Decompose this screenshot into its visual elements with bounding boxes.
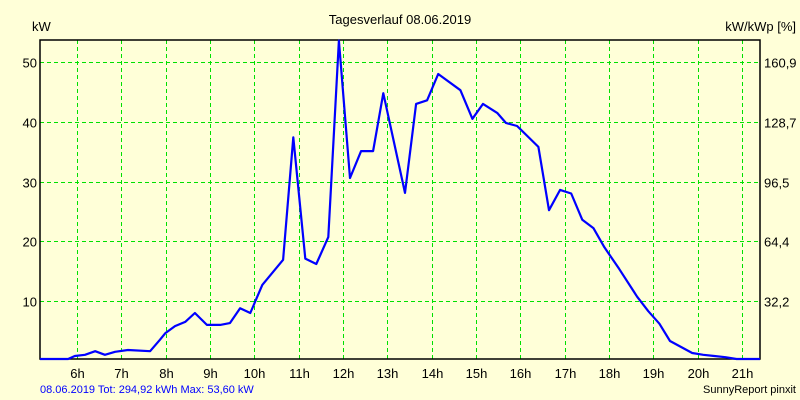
y-right-tick-label: 32,2 [764, 295, 789, 310]
y-right-tick-label: 160,9 [764, 56, 797, 71]
x-tick-label: 13h [377, 366, 399, 381]
x-tick-label: 15h [466, 366, 488, 381]
credit-text: SunnyReport pinxit [703, 384, 796, 396]
plot-frame [39, 39, 761, 360]
x-tick-label: 21h [732, 366, 754, 381]
x-tick-label: 9h [203, 366, 217, 381]
y-tick-label: 50 [23, 56, 37, 71]
x-tick-label: 8h [159, 366, 173, 381]
x-tick-label: 7h [114, 366, 128, 381]
x-tick-label: 16h [510, 366, 532, 381]
y-tick-label: 10 [23, 295, 37, 310]
summary-text: 08.06.2019 Tot: 294,92 kWh Max: 53,60 kW [40, 384, 254, 396]
y-right-tick-label: 128,7 [764, 116, 797, 131]
series-layer [39, 39, 761, 361]
y-tick-label: 30 [23, 176, 37, 191]
y-right-tick-label: 96,5 [764, 176, 789, 191]
chart-title: Tagesverlauf 08.06.2019 [329, 12, 471, 27]
x-tick-label: 17h [555, 366, 577, 381]
y-axis-label: kW [32, 19, 52, 34]
x-tick-label: 14h [422, 366, 444, 381]
x-tick-label: 18h [599, 366, 621, 381]
x-tick-label: 6h [70, 366, 84, 381]
x-tick-label: 11h [289, 366, 310, 381]
y-right-axis-label: kW/kWp [%] [725, 19, 796, 34]
x-tick-label: 19h [643, 366, 665, 381]
tick-labels: 6h 7h 8h 9h 10h 11h 12h 13h 14h 15h 16h 17h 18h 19h 20… [23, 56, 797, 382]
grid [40, 40, 760, 359]
y-right-tick-label: 64,4 [764, 235, 789, 250]
x-tick-label: 20h [688, 366, 710, 381]
y-tick-label: 40 [23, 116, 37, 131]
y-tick-label: 20 [23, 235, 37, 250]
power-line [40, 39, 760, 361]
x-tick-label: 10h [244, 366, 266, 381]
x-tick-label: 12h [333, 366, 355, 381]
